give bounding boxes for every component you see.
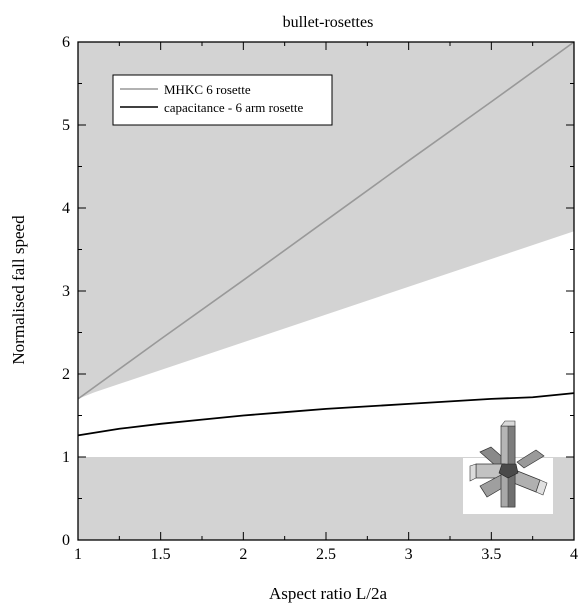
y-axis-ticks: 0 1 2 3 4 5 6 [62,34,574,549]
y-tick-label: 5 [62,117,70,134]
legend: MHKC 6 rosette capacitance - 6 arm roset… [112,74,333,126]
series-line-0 [77,41,575,400]
rosette-arm-bottom-shade [507,473,516,508]
x-axis-ticks: 1 1.5 2 2.5 3 3.5 4 [74,42,578,563]
rosette-hub [498,463,519,479]
shaded-region-1 [78,457,574,540]
x-tick-label: 2.5 [316,546,336,563]
legend-box [112,74,333,126]
rosette-arm-top-cap [500,420,516,427]
bullet-rosette-icon [463,420,553,514]
y-tick-label: 6 [62,34,70,51]
rosette-arm-top-shade [507,425,516,467]
x-tick-label: 2 [239,546,247,563]
y-tick-label: 4 [62,200,70,217]
rosette-arm-back-right [516,449,545,469]
y-tick-label: 0 [62,532,70,549]
y-tick-label: 3 [62,283,70,300]
x-tick-label: 1.5 [151,546,171,563]
chart-title: bullet-rosettes [283,14,374,31]
series-line-1 [77,392,575,437]
x-tick-label: 4 [570,546,578,563]
rosette-arm-right-cap [535,479,548,496]
y-tick-label: 2 [62,366,70,383]
x-tick-label: 1 [74,546,82,563]
rosette-arm-left-cap [469,463,477,482]
x-tick-label: 3.5 [481,546,501,563]
legend-label-0: MHKC 6 rosette [164,82,251,97]
series-lines [77,41,575,437]
x-axis-label: Aspect ratio L/2a [269,584,387,603]
y-axis-label: Normalised fall speed [9,215,28,365]
y-tick-label: 1 [62,449,70,466]
legend-label-1: capacitance - 6 arm rosette [164,100,304,115]
x-tick-label: 3 [405,546,413,563]
